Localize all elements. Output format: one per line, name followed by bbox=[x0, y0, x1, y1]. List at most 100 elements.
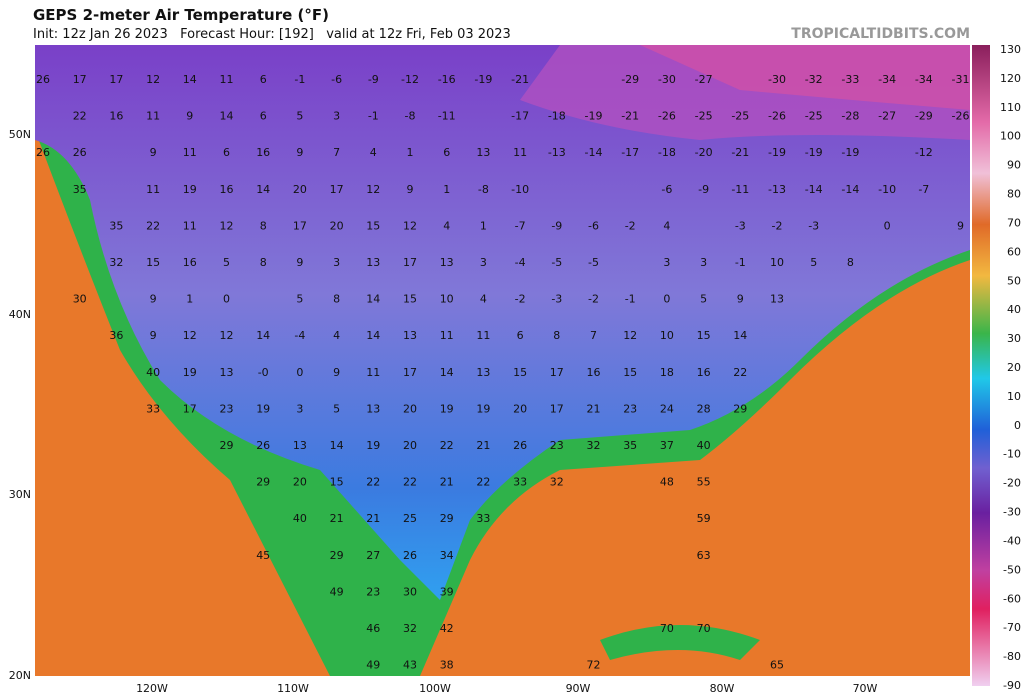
temperature-label: 29 bbox=[440, 512, 454, 525]
temperature-label: 14 bbox=[440, 366, 454, 379]
temperature-label: 9 bbox=[296, 256, 303, 269]
temperature-label: 8 bbox=[847, 256, 854, 269]
temperature-label: 15 bbox=[146, 256, 160, 269]
temperature-label: 1 bbox=[407, 146, 414, 159]
temperature-label: 8 bbox=[553, 329, 560, 342]
colorbar-tick-label: 120 bbox=[1000, 72, 1021, 85]
temperature-label: -28 bbox=[841, 110, 859, 123]
temperature-label: 22 bbox=[440, 439, 454, 452]
temperature-label: 45 bbox=[256, 549, 270, 562]
temperature-label: 70 bbox=[697, 622, 711, 635]
temperature-label: 26 bbox=[36, 146, 50, 159]
latitude-label: 20N bbox=[9, 669, 31, 682]
temperature-label: 14 bbox=[330, 439, 344, 452]
colorbar-tick-label: 110 bbox=[1000, 101, 1021, 114]
temperature-label: -1 bbox=[368, 110, 379, 123]
temperature-label: 11 bbox=[220, 73, 234, 86]
temperature-label: 15 bbox=[366, 219, 380, 232]
temperature-label: 29 bbox=[256, 476, 270, 489]
temperature-label: 0 bbox=[296, 366, 303, 379]
temperature-label: -25 bbox=[731, 110, 749, 123]
temperature-label: -4 bbox=[294, 329, 305, 342]
temperature-label: 17 bbox=[293, 219, 307, 232]
point-labels: 26 17 17 12 14 11 6 -1 -6 -9 -12 -16 -19 -21 -29 -30 -27… bbox=[36, 73, 969, 672]
temperature-label: 16 bbox=[587, 366, 601, 379]
longitude-label: 100W bbox=[419, 682, 451, 695]
temperature-label: -3 bbox=[551, 293, 562, 306]
temperature-label: 24 bbox=[660, 402, 674, 415]
colorbar-tick-label: 60 bbox=[1007, 245, 1021, 258]
temperature-label: 16 bbox=[183, 256, 197, 269]
temperature-label: 20 bbox=[403, 402, 417, 415]
temperature-label: -34 bbox=[915, 73, 933, 86]
colorbar-tick-label: 50 bbox=[1007, 274, 1021, 287]
temperature-label: 40 bbox=[146, 366, 160, 379]
temperature-label: -25 bbox=[805, 110, 823, 123]
coldest-region bbox=[640, 45, 970, 110]
temperature-label: 16 bbox=[256, 146, 270, 159]
colorbar-tick-label: 90 bbox=[1007, 159, 1021, 172]
temperature-label: 40 bbox=[293, 512, 307, 525]
temperature-label: 10 bbox=[770, 256, 784, 269]
temperature-label: 35 bbox=[623, 439, 637, 452]
temperature-label: -2 bbox=[772, 219, 783, 232]
temperature-label: -8 bbox=[478, 183, 489, 196]
temperature-label: -2 bbox=[515, 293, 526, 306]
colorbar-tick-label: 70 bbox=[1007, 216, 1021, 229]
temperature-label: 21 bbox=[440, 476, 454, 489]
temperature-label: -6 bbox=[331, 73, 342, 86]
temperature-label: 21 bbox=[476, 439, 490, 452]
temperature-label: -4 bbox=[515, 256, 526, 269]
temperature-label: -25 bbox=[695, 110, 713, 123]
temperature-label: 23 bbox=[550, 439, 564, 452]
temperature-label: -21 bbox=[621, 110, 639, 123]
temperature-label: 59 bbox=[697, 512, 711, 525]
temperature-label: 25 bbox=[403, 512, 417, 525]
temperature-label: 8 bbox=[260, 256, 267, 269]
temperature-label: -27 bbox=[878, 110, 896, 123]
temperature-label: -14 bbox=[805, 183, 823, 196]
colorbar-tick-label: -60 bbox=[1003, 592, 1021, 605]
temperature-label: 10 bbox=[660, 329, 674, 342]
subtitle: Init: 12z Jan 26 2023 Forecast Hour: [19… bbox=[33, 27, 511, 42]
temperature-label: 9 bbox=[957, 219, 964, 232]
temperature-label: 14 bbox=[256, 329, 270, 342]
latitude-label: 40N bbox=[9, 308, 31, 321]
temperature-label: -7 bbox=[918, 183, 929, 196]
temperature-label: 14 bbox=[183, 73, 197, 86]
colorbar-tick-label: 130 bbox=[1000, 43, 1021, 56]
latitude-label: 30N bbox=[9, 488, 31, 501]
cuba bbox=[600, 625, 760, 660]
temperature-label: -10 bbox=[878, 183, 896, 196]
temperature-label: -1 bbox=[294, 73, 305, 86]
temperature-label: 23 bbox=[623, 402, 637, 415]
temperature-label: 18 bbox=[660, 366, 674, 379]
temperature-label: 17 bbox=[109, 73, 123, 86]
temperature-label: 0 bbox=[223, 293, 230, 306]
temperature-label: 33 bbox=[476, 512, 490, 525]
temperature-label: 29 bbox=[330, 549, 344, 562]
temperature-label: 1 bbox=[443, 183, 450, 196]
temperature-label: 6 bbox=[443, 146, 450, 159]
temperature-label: 48 bbox=[660, 476, 674, 489]
temperature-label: -9 bbox=[551, 219, 562, 232]
temperature-label: 8 bbox=[260, 219, 267, 232]
temperature-label: 13 bbox=[220, 366, 234, 379]
temperature-label: 5 bbox=[223, 256, 230, 269]
temperature-label: 20 bbox=[513, 402, 527, 415]
temperature-label: 14 bbox=[220, 110, 234, 123]
temperature-label: -3 bbox=[735, 219, 746, 232]
temperature-label: 20 bbox=[403, 439, 417, 452]
colorbar-tick-label: 30 bbox=[1007, 332, 1021, 345]
longitude-label: 70W bbox=[853, 682, 878, 695]
temperature-label: -6 bbox=[588, 219, 599, 232]
temperature-label: 12 bbox=[623, 329, 637, 342]
temperature-label: 11 bbox=[146, 110, 160, 123]
temperature-label: 12 bbox=[366, 183, 380, 196]
temperature-label: -18 bbox=[548, 110, 566, 123]
temperature-label: 22 bbox=[403, 476, 417, 489]
credit: TROPICALTIDBITS.COM bbox=[791, 26, 970, 42]
temperature-label: 12 bbox=[220, 329, 234, 342]
temperature-label: 19 bbox=[183, 366, 197, 379]
